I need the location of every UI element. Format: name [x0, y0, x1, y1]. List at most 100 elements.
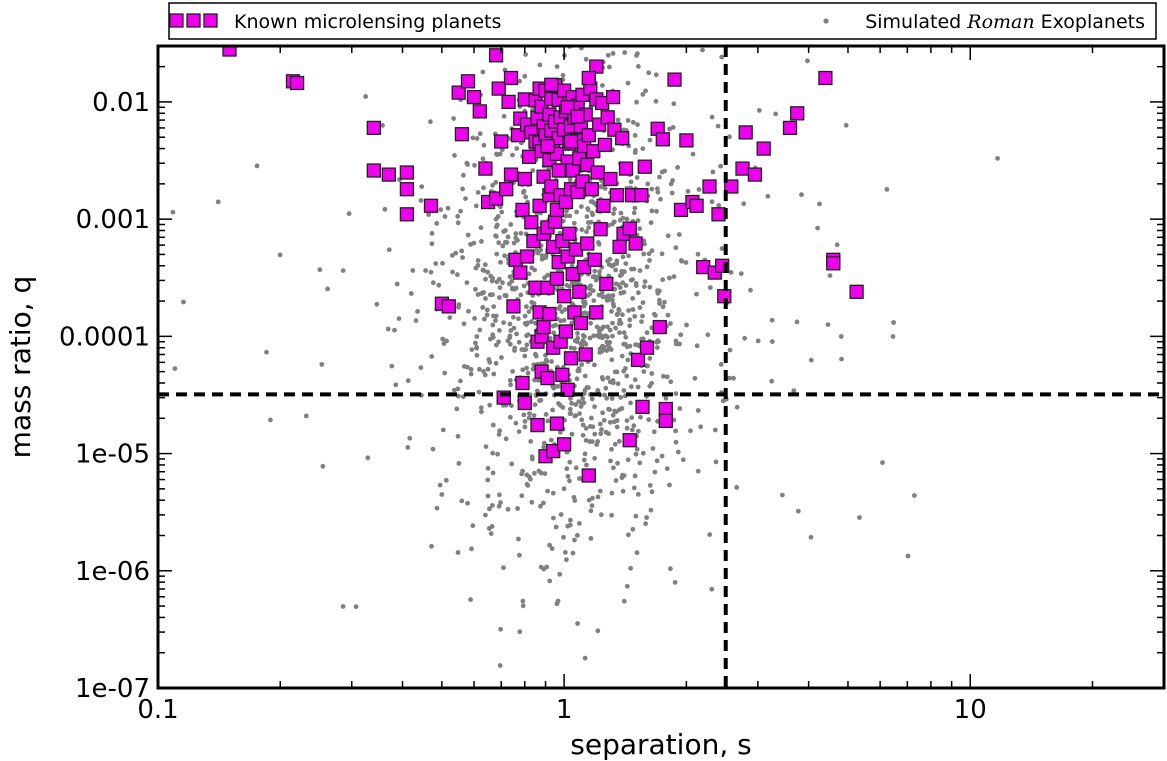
- simulated-point: [573, 413, 579, 418]
- simulated-point: [673, 439, 679, 445]
- simulated-point: [611, 211, 616, 216]
- legend-known-marker: [169, 13, 218, 28]
- legend-simulated-suffix: Exoplanets: [1035, 11, 1145, 33]
- simulated-point: [481, 142, 487, 148]
- simulated-point: [567, 213, 573, 219]
- known-planet-point: [756, 141, 771, 156]
- simulated-point: [434, 505, 440, 511]
- simulated-point: [646, 251, 652, 257]
- simulated-point: [497, 428, 502, 434]
- known-planet-point: [494, 134, 509, 149]
- simulated-point: [513, 235, 519, 241]
- simulated-point: [592, 455, 597, 461]
- simulated-point: [582, 655, 588, 661]
- simulated-point: [640, 336, 646, 342]
- simulated-point: [613, 409, 619, 415]
- simulated-point: [485, 366, 491, 372]
- known-planet-point: [556, 437, 572, 452]
- simulated-point: [484, 307, 490, 313]
- simulated-point: [668, 321, 673, 326]
- simulated-point: [561, 318, 567, 323]
- simulated-point: [474, 345, 479, 351]
- simulated-point: [415, 309, 420, 314]
- simulated-point: [504, 240, 510, 245]
- simulated-point: [497, 285, 503, 290]
- simulated-point: [515, 506, 520, 511]
- simulated-point: [654, 458, 660, 464]
- simulated-point: [491, 371, 497, 377]
- simulated-point: [413, 318, 419, 323]
- simulated-point: [478, 405, 484, 411]
- simulated-point: [636, 64, 641, 69]
- simulated-point: [567, 284, 572, 289]
- simulated-point: [600, 294, 606, 300]
- simulated-point: [485, 465, 491, 471]
- simulated-point: [604, 298, 610, 303]
- simulated-point: [490, 503, 495, 508]
- simulated-point: [634, 175, 640, 180]
- simulated-point: [676, 232, 682, 237]
- simulated-point: [756, 108, 762, 113]
- simulated-point: [700, 47, 705, 53]
- simulated-point: [626, 308, 631, 313]
- simulated-point: [649, 371, 655, 376]
- known-planet-point: [581, 128, 596, 143]
- simulated-point: [707, 532, 713, 537]
- simulated-point: [620, 254, 626, 260]
- simulated-point: [610, 320, 615, 326]
- simulated-point: [548, 437, 554, 443]
- legend-simulated-italic: Roman: [966, 11, 1034, 33]
- simulated-point: [610, 293, 616, 298]
- simulated-point: [501, 320, 506, 325]
- simulated-point: [555, 598, 561, 604]
- simulated-point: [587, 439, 593, 444]
- simulated-point: [627, 317, 633, 323]
- simulated-point: [677, 406, 683, 411]
- simulated-point: [817, 201, 822, 207]
- known-planet-point: [532, 198, 547, 213]
- simulated-point: [483, 296, 488, 301]
- simulated-point: [434, 221, 440, 226]
- simulated-point: [561, 534, 566, 540]
- simulated-point: [572, 346, 577, 351]
- simulated-point: [479, 291, 484, 296]
- simulated-point: [608, 458, 613, 464]
- simulated-point: [526, 415, 532, 421]
- simulated-point: [567, 478, 572, 484]
- known-planet-point: [702, 179, 717, 194]
- simulated-point: [497, 295, 502, 300]
- simulated-point: [455, 213, 461, 219]
- simulated-point: [464, 280, 470, 285]
- simulated-point: [522, 353, 528, 359]
- known-planet-point: [826, 256, 841, 271]
- simulated-point: [709, 586, 715, 592]
- simulated-point: [596, 240, 601, 245]
- y-tick-label: 0.001: [76, 205, 150, 235]
- known-planet-point: [521, 149, 537, 164]
- simulated-point: [277, 252, 283, 258]
- simulated-point: [628, 179, 634, 185]
- simulated-point: [581, 457, 587, 463]
- simulated-point: [613, 325, 618, 331]
- simulated-point: [557, 304, 563, 309]
- known-planet-point: [530, 417, 545, 433]
- known-planet-point: [466, 89, 482, 105]
- known-planet-point: [506, 299, 521, 314]
- simulated-point: [531, 413, 537, 418]
- simulated-point: [365, 455, 371, 461]
- simulated-point: [734, 404, 740, 410]
- simulated-point: [670, 178, 675, 183]
- simulated-point: [586, 497, 592, 503]
- simulated-point: [610, 412, 616, 418]
- x-tick-label: 0.1: [137, 695, 178, 725]
- simulated-point: [601, 417, 607, 423]
- simulated-point: [623, 261, 629, 266]
- simulated-point: [476, 389, 482, 395]
- simulated-point: [755, 338, 761, 344]
- simulated-point: [455, 220, 461, 226]
- simulated-point: [648, 220, 654, 226]
- simulated-point: [719, 54, 725, 60]
- simulated-point: [884, 187, 890, 192]
- known-planet-point: [551, 163, 566, 178]
- simulated-point: [542, 471, 548, 476]
